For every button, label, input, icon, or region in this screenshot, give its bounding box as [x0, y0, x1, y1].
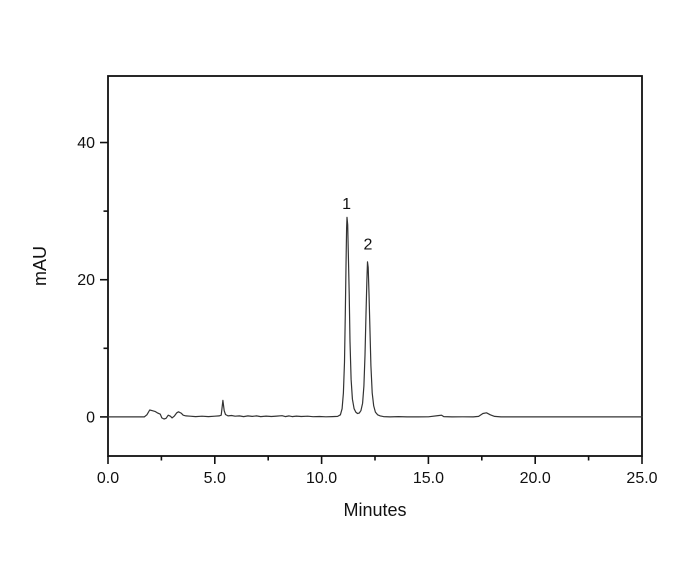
x-tick-label: 20.0	[520, 470, 551, 487]
x-tick-label: 0.0	[97, 470, 119, 487]
x-tick-label: 25.0	[626, 470, 657, 487]
peak-label: 1	[342, 196, 351, 213]
peak-label: 2	[363, 236, 372, 253]
peak-annotations-layer: 12	[342, 196, 372, 253]
y-axis-title: mAU	[30, 246, 50, 286]
y-tick-label: 0	[86, 409, 95, 426]
x-tick-label: 10.0	[306, 470, 337, 487]
plot-frame	[107, 75, 643, 457]
chromatogram-trace	[107, 216, 643, 420]
x-tick-label: 5.0	[204, 470, 226, 487]
x-axis-title: Minutes	[343, 500, 406, 520]
axis-ticks-layer: 0.0 5.0 10.0 15.0 20.0 25.0 0 20 40	[77, 135, 657, 487]
x-tick-label: 15.0	[413, 470, 444, 487]
y-tick-label: 20	[77, 272, 95, 289]
y-tick-label: 40	[77, 135, 95, 152]
